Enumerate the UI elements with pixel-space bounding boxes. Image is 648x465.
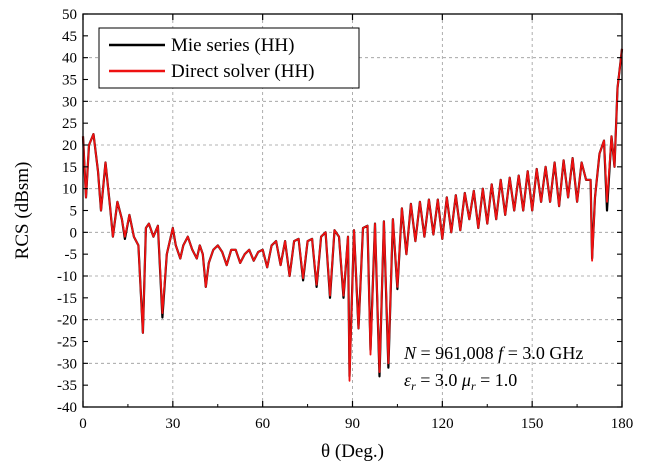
annotation-epsilon-value: = 3.0	[416, 370, 462, 390]
x-tick-label: 150	[521, 416, 544, 432]
x-tick-labels: 0 30 60 90 120 150 180	[79, 416, 633, 432]
x-tick-label: 30	[165, 416, 180, 432]
annotation-mu-subscript: r	[471, 379, 476, 393]
y-tick-label: -10	[57, 269, 77, 285]
series-lines	[81, 48, 624, 382]
x-tick-label: 120	[431, 416, 454, 432]
simulation-parameters: N = 961,008 f = 3.0 GHz εr = 3.0 μr = 1.…	[403, 343, 583, 393]
legend-box	[98, 27, 360, 89]
annotation-epsilon-symbol: ε	[404, 370, 412, 390]
y-tick-label: 0	[70, 225, 78, 241]
y-tick-label: 15	[62, 160, 77, 176]
y-tick-labels: -40 -35 -30 -25 -20 -15 -10 -5 0 5 10 15 20 25 30 35 40 4…	[57, 7, 77, 416]
y-tick-label: -20	[57, 313, 77, 329]
y-tick-label: 45	[62, 29, 77, 45]
annotation-line-material: εr = 3.0 μr = 1.0	[404, 370, 517, 393]
annotation-f-symbol: f	[498, 343, 506, 363]
annotation-N-symbol: N	[403, 343, 417, 363]
x-axis-label: θ (Deg.)	[321, 441, 384, 462]
x-tick-label: 90	[345, 416, 360, 432]
series-line-1	[82, 48, 623, 382]
annotation-line-unknowns-frequency: N = 961,008 f = 3.0 GHz	[403, 343, 583, 363]
y-tick-label: -40	[57, 400, 77, 416]
y-tick-label: 50	[62, 7, 77, 23]
y-tick-label: -30	[57, 356, 77, 372]
y-tick-label: -15	[57, 291, 77, 307]
y-axis-label: RCS (dBsm)	[12, 162, 33, 260]
annotation-epsilon-subscript: r	[411, 379, 416, 393]
legend-label-mie: Mie series (HH)	[171, 35, 294, 56]
y-tick-label: 5	[70, 204, 78, 220]
annotation-N-value: = 961,008	[416, 343, 498, 363]
x-tick-label: 60	[255, 416, 270, 432]
x-tick-label: 0	[79, 416, 87, 432]
y-tick-label: -35	[57, 378, 77, 394]
x-tick-label: 180	[611, 416, 634, 432]
legend: Mie series (HH) Direct solver (HH)	[98, 27, 360, 89]
legend-label-direct: Direct solver (HH)	[171, 61, 315, 82]
y-tick-label: 40	[62, 51, 77, 67]
y-tick-label: -25	[57, 335, 77, 351]
annotation-f-value: = 3.0 GHz	[503, 343, 583, 363]
annotation-mu-value: = 1.0	[476, 370, 518, 390]
y-tick-label: 35	[62, 73, 77, 89]
axis-ticks	[82, 13, 623, 408]
annotation-mu-symbol: μ	[461, 370, 471, 390]
y-tick-label: 30	[62, 94, 77, 110]
y-tick-label: 10	[62, 182, 77, 198]
y-tick-label: -5	[65, 247, 78, 263]
y-tick-label: 20	[62, 138, 77, 154]
y-tick-label: 25	[62, 116, 77, 132]
